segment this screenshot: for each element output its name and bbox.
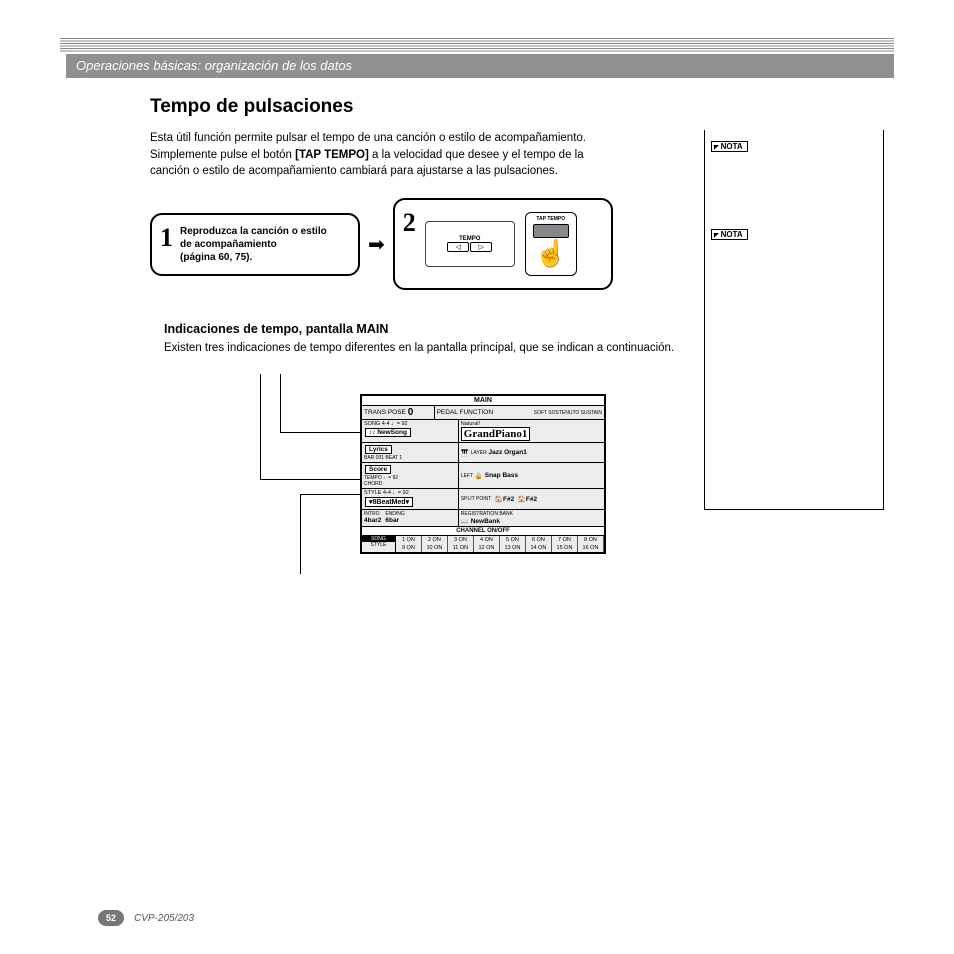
tap-button-graphic bbox=[533, 224, 569, 238]
lcd-channel-cell: 14 ON bbox=[526, 544, 552, 552]
step-1-box: 1 Reproduzca la canción o estilo de acom… bbox=[150, 213, 360, 276]
tempo-control-illustration: TEMPO ◁ ▷ bbox=[425, 221, 515, 267]
callout-line bbox=[260, 374, 261, 479]
tempo-up-button: ▷ bbox=[470, 242, 492, 252]
intro-line1: Esta útil función permite pulsar el temp… bbox=[150, 132, 586, 144]
callout-line bbox=[280, 374, 281, 432]
sidebar-notes-box: NOTA NOTA bbox=[704, 130, 884, 510]
arrow-right-icon: ➡ bbox=[368, 232, 385, 257]
lcd-channel-cell: 12 ON bbox=[474, 544, 500, 552]
sidebar-column: NOTA NOTA bbox=[704, 130, 884, 604]
intro-bold: [TAP TEMPO] bbox=[295, 149, 369, 161]
lcd-channel-cell: 10 ON bbox=[422, 544, 448, 552]
breadcrumb: Operaciones básicas: organización de los… bbox=[66, 54, 894, 78]
callout-line bbox=[300, 494, 360, 495]
lcd-channel-cell: 16 ON bbox=[578, 544, 604, 552]
step-2-box: 2 TEMPO ◁ ▷ TAP TEMPO ☝ bbox=[393, 198, 613, 290]
step-1-text: Reproduzca la canción o estilo de acompa… bbox=[180, 225, 327, 264]
tempo-down-button: ◁ bbox=[447, 242, 469, 252]
lcd-title: MAIN bbox=[362, 396, 604, 406]
lcd-channel-cell: 15 ON bbox=[552, 544, 578, 552]
intro-paragraph: Esta útil función permite pulsar el temp… bbox=[150, 130, 690, 180]
hand-tap-icon: ☝ bbox=[535, 240, 567, 266]
lcd-channel-cell: 2 ON bbox=[422, 536, 448, 544]
page-footer: 52 CVP-205/203 bbox=[98, 910, 194, 926]
intro-line2a: Simplemente pulse el botón bbox=[150, 149, 295, 161]
intro-line3: canción o estilo de acompañamiento cambi… bbox=[150, 165, 558, 177]
tap-tempo-illustration: TAP TEMPO ☝ bbox=[525, 212, 577, 276]
lcd-channel-cell: 7 ON bbox=[552, 536, 578, 544]
page-title: Tempo de pulsaciones bbox=[150, 96, 894, 118]
page-number-badge: 52 bbox=[98, 910, 124, 926]
lcd-channel-cell: 8 ON bbox=[578, 536, 604, 544]
sub-heading: Indicaciones de tempo, pantalla MAIN bbox=[164, 322, 690, 336]
step-2-number: 2 bbox=[403, 208, 416, 238]
footer-model-text: CVP-205/203 bbox=[134, 913, 194, 924]
nota-badge-1: NOTA bbox=[711, 141, 748, 152]
lcd-channel-cell: 13 ON bbox=[500, 544, 526, 552]
main-column: Esta útil función permite pulsar el temp… bbox=[150, 130, 690, 604]
lcd-callout-area: MAIN TRANS POSE 0 PEDAL FUNCTIONSOFT SOS… bbox=[240, 374, 690, 604]
intro-line2c: a la velocidad que desee y el tempo de l… bbox=[369, 149, 584, 161]
nota-badge-2: NOTA bbox=[711, 229, 748, 240]
lcd-main-voice: GrandPiano1 bbox=[461, 427, 531, 441]
steps-row: 1 Reproduzca la canción o estilo de acom… bbox=[150, 198, 690, 290]
lcd-channel-cell: 3 ON bbox=[448, 536, 474, 544]
step-1-number: 1 bbox=[160, 223, 173, 253]
callout-line bbox=[260, 479, 360, 480]
breadcrumb-text: Operaciones básicas: organización de los… bbox=[76, 58, 352, 73]
lcd-channel-cell: 5 ON bbox=[500, 536, 526, 544]
lcd-channel-cell: 9 ON bbox=[396, 544, 422, 552]
lcd-main-screen: MAIN TRANS POSE 0 PEDAL FUNCTIONSOFT SOS… bbox=[360, 394, 606, 554]
callout-line bbox=[300, 494, 301, 574]
sub-text: Existen tres indicaciones de tempo difer… bbox=[164, 340, 690, 356]
lcd-channel-cell: 11 ON bbox=[448, 544, 474, 552]
callout-line bbox=[280, 432, 360, 433]
lcd-channel-cell: 4 ON bbox=[474, 536, 500, 544]
tap-tempo-label: TAP TEMPO bbox=[536, 216, 565, 222]
lcd-channel-cell: 6 ON bbox=[526, 536, 552, 544]
header-decorative-lines bbox=[60, 38, 894, 52]
lcd-channel-cell: 1 ON bbox=[396, 536, 422, 544]
